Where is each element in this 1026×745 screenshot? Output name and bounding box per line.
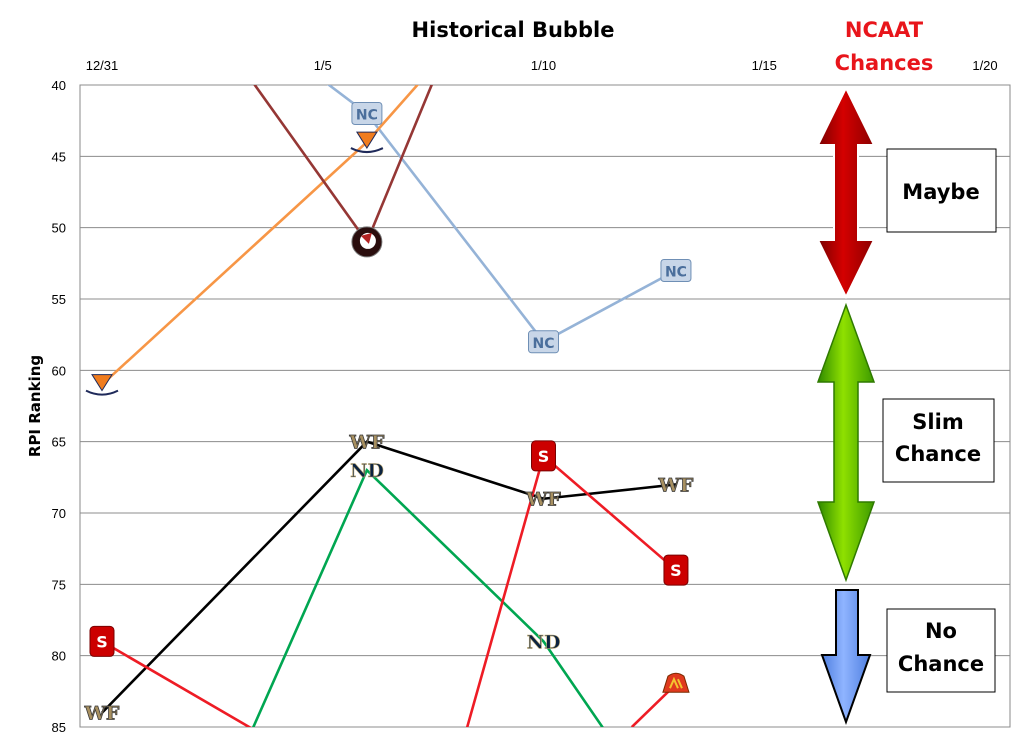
y-tick-label: 40 [52,78,66,93]
ncsu-logo-bg [663,554,689,586]
series-line [251,467,604,727]
notre-dame-text: ND [350,460,384,482]
nc-state-logo-icon: S [89,625,115,657]
series-line [101,440,677,714]
unc-logo-text: NC [533,336,555,352]
y-tick-label: 85 [52,720,66,735]
ncsu-logo-bg [531,440,556,472]
team-markers: NC NC NC WF WF WF WF ND ND S S S [83,102,694,725]
no-chance-arrow-icon [820,589,872,725]
notre-dame-text: ND [527,631,561,653]
wake-forest-logo-icon: WF [83,702,120,725]
y-tick-label: 75 [52,577,66,592]
maybe-label: Maybe [902,180,979,204]
unc-logo-bg [351,102,383,126]
wake-forest-logo-icon: WF [348,431,385,454]
y-tick-label: 45 [52,149,66,164]
maryland-mark [669,676,683,689]
virginia-logo-icon [85,374,119,396]
ncsu-logo-bg [89,625,115,657]
ncsu-logo-text: S [538,447,550,466]
wake-forest-text: WF [348,432,384,454]
x-tick-label: 1/10 [531,58,556,73]
y-tick-label: 55 [52,292,66,307]
unc-logo-icon: NC [528,330,559,354]
slim-chance-box: Slim Chance [882,398,995,483]
x-tick-label: 1/15 [752,58,777,73]
unc-logo-text: NC [356,108,378,124]
x-tick-labels: 12/31 1/5 1/10 1/15 1/20 [86,58,998,73]
y-tick-label: 80 [52,649,66,664]
side-title-line-2: Chances [835,51,934,75]
wake-forest-text: WF [658,474,694,496]
maybe-box: Maybe [886,148,997,233]
unc-logo-icon: NC [351,102,383,126]
slim-chance-label-line-1: Slim [912,410,963,434]
wake-forest-logo-icon: WF [525,488,562,511]
slim-chance-label-line-2: Chance [895,442,981,466]
virginia-v [91,374,113,392]
x-tick-label: 1/20 [972,58,997,73]
unc-logo-icon: NC [660,258,692,282]
unc-logo-bg [528,330,559,354]
unc-logo-text: NC [665,264,687,280]
no-chance-label-line-2: Chance [898,652,984,676]
chart-title: Historical Bubble [412,18,615,42]
notre-dame-logo-icon: ND [526,631,561,654]
slim-chance-arrow-icon [816,302,876,583]
virginia-v [355,131,378,150]
y-tick-label: 70 [52,506,66,521]
y-tick-labels: 40 45 50 55 60 65 70 75 80 85 [52,78,66,735]
ncsu-logo-text: S [670,561,682,580]
side-title-line-1: NCAAT [845,18,924,42]
x-tick-label: 1/5 [314,58,332,73]
virginia-logo-icon [350,131,384,154]
notre-dame-logo-icon: ND [350,460,384,483]
series-line [101,453,677,727]
x-tick-label: 12/31 [86,58,119,73]
virginia-sabres [85,389,119,396]
y-tick-label: 50 [52,221,66,236]
virginia-sabres [350,147,384,154]
nc-state-logo-icon: S [531,440,556,472]
unc-logo-bg [660,258,692,282]
florida-state-logo-icon [351,226,383,258]
wake-forest-logo-icon: WF [657,474,694,497]
series-line [326,85,677,344]
y-tick-label: 65 [52,435,66,450]
no-chance-label-line-1: No [925,619,957,643]
maybe-arrow-icon [816,85,876,300]
fsu-logo-paint [360,232,372,244]
nc-state-logo-icon: S [663,554,689,586]
wake-forest-text: WF [525,489,561,511]
y-axis-label: RPI Ranking [26,355,44,457]
wake-forest-text: WF [84,703,120,725]
no-chance-box: No Chance [886,608,996,693]
y-tick-label: 60 [52,363,66,378]
ncsu-logo-text: S [96,632,108,651]
maryland-logo-icon [662,672,690,693]
